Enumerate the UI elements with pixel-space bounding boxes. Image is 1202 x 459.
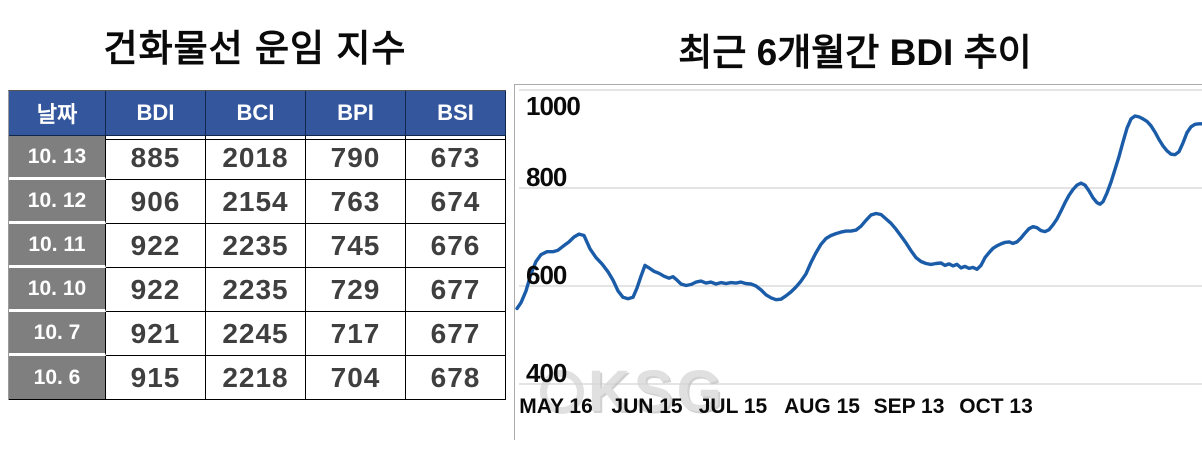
bdi-value: 906 — [106, 180, 206, 224]
bpi-value: 790 — [306, 136, 406, 180]
table-row: 10. 10 922 2235 729 677 — [9, 268, 506, 312]
bci-value: 2218 — [206, 356, 306, 400]
table-row: 10. 13 885 2018 790 673 — [9, 136, 506, 180]
bdi-chart-title: 최근 6개월간 BDI 추이 — [678, 32, 1032, 73]
column-header-bdi: BDI — [106, 91, 206, 136]
freight-index-title: 건화물선 운임 지수 — [103, 28, 407, 69]
table-row: 10. 7 921 2245 717 677 — [9, 312, 506, 356]
watermark-ring-icon — [540, 369, 584, 414]
bsi-value: 678 — [406, 356, 506, 400]
column-header-bpi: BPI — [306, 91, 406, 136]
bci-value: 2235 — [206, 224, 306, 268]
bsi-value: 673 — [406, 136, 506, 180]
bsi-value: 676 — [406, 224, 506, 268]
x-axis-tick-label: AUG 15 — [784, 395, 860, 418]
bci-value: 2154 — [206, 180, 306, 224]
bci-value: 2245 — [206, 312, 306, 356]
column-header-bci: BCI — [206, 91, 306, 136]
bsi-value: 677 — [406, 312, 506, 356]
date-cell: 10. 10 — [9, 268, 106, 312]
table-header-row: 날짜 BDI BCI BPI BSI — [9, 91, 506, 136]
date-cell: 10. 11 — [9, 224, 106, 268]
bdi-value: 922 — [106, 268, 206, 312]
bpi-value: 763 — [306, 180, 406, 224]
bpi-value: 729 — [306, 268, 406, 312]
table-header: 날짜 BDI BCI BPI BSI — [9, 91, 506, 136]
ksg-watermark: KSG — [540, 358, 726, 425]
bdi-value: 922 — [106, 224, 206, 268]
bdi-value: 915 — [106, 356, 206, 400]
bpi-value: 745 — [306, 224, 406, 268]
bci-value: 2235 — [206, 268, 306, 312]
date-cell: 10. 6 — [9, 356, 106, 400]
x-axis-tick-label: SEP 13 — [873, 395, 945, 418]
date-cell: 10. 12 — [9, 180, 106, 224]
x-axis-tick-label: JUN 15 — [611, 395, 683, 418]
table-row: 10. 12 906 2154 763 674 — [9, 180, 506, 224]
bci-value: 2018 — [206, 136, 306, 180]
date-cell: 10. 7 — [9, 312, 106, 356]
y-axis-tick-label: 400 — [526, 358, 567, 388]
bsi-value: 677 — [406, 268, 506, 312]
freight-index-table: 날짜 BDI BCI BPI BSI 10. 13 885 2018 790 6… — [8, 90, 506, 400]
watermark-text: KSG — [588, 359, 726, 424]
bpi-value: 704 — [306, 356, 406, 400]
bsi-value: 674 — [406, 180, 506, 224]
table-row: 10. 11 922 2235 745 676 — [9, 224, 506, 268]
bpi-value: 717 — [306, 312, 406, 356]
y-axis-tick-label: 1000 — [526, 91, 581, 121]
y-axis-tick-label: 800 — [526, 162, 567, 192]
x-axis-tick-label: OCT 13 — [959, 395, 1033, 418]
chart-plot-area — [514, 84, 1202, 440]
bdi-value: 885 — [106, 136, 206, 180]
x-axis-tick-label: MAY 16 — [519, 395, 593, 418]
table-row: 10. 6 915 2218 704 678 — [9, 356, 506, 400]
y-axis-tick-label: 600 — [526, 260, 567, 290]
date-cell: 10. 13 — [9, 136, 106, 180]
bdi-value: 921 — [106, 312, 206, 356]
x-axis-tick-label: JUL 15 — [698, 395, 768, 418]
column-header-bsi: BSI — [406, 91, 506, 136]
column-header-date: 날짜 — [9, 91, 106, 136]
